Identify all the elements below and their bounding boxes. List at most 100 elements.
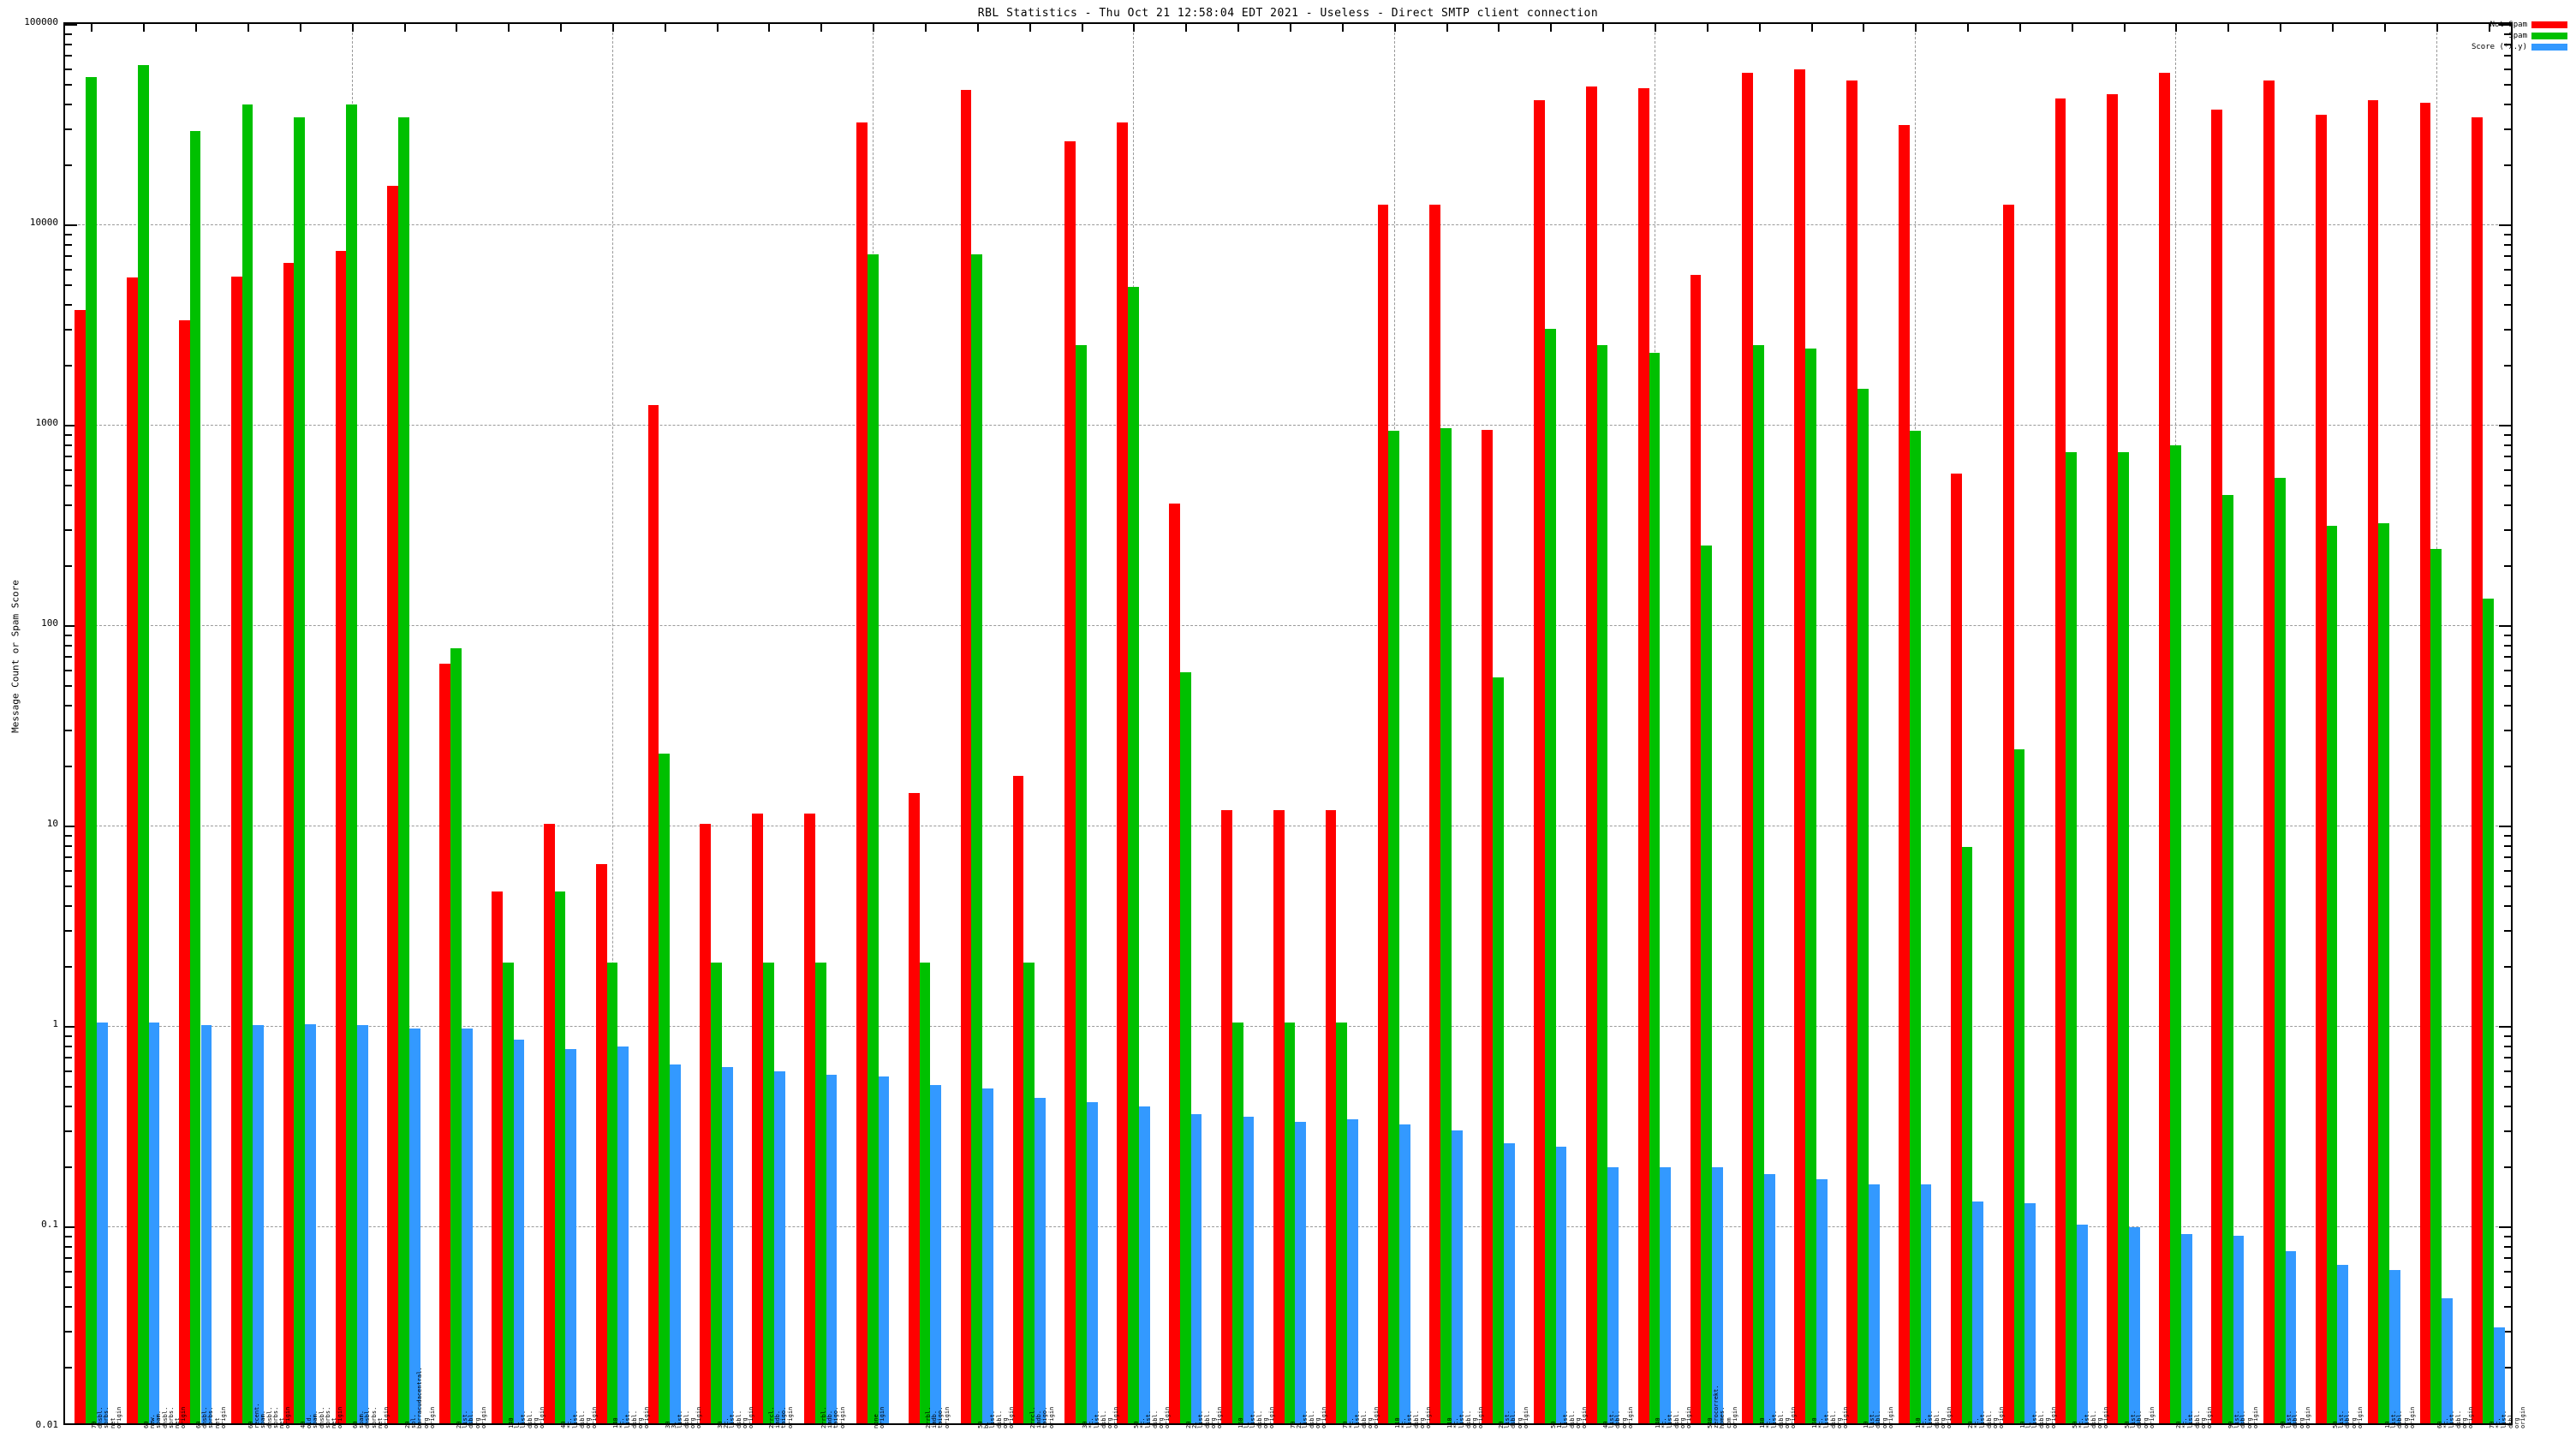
y-tick-minor: [2504, 43, 2511, 45]
y-tick-minor: [65, 1286, 72, 1289]
y-tick-minor: [65, 68, 72, 70]
y-tick-minor: [2504, 886, 2511, 888]
x-tick: [143, 24, 146, 32]
x-tick: [2123, 24, 2126, 32]
legend-swatch: [2531, 44, 2567, 51]
x-tick-label: 140 l. list. dsbl. org origin: [508, 1406, 546, 1428]
x-tick: [1498, 24, 1500, 32]
y-tick-minor: [2504, 1057, 2511, 1059]
y-tick-minor: [2504, 1235, 2511, 1237]
y-tick-minor: [65, 965, 72, 968]
y-tick-minor: [2504, 1366, 2511, 1368]
x-tick-label: 30 *c. list. dsbl. org origin: [1081, 1406, 1119, 1428]
x-tick: [976, 24, 979, 32]
y-tick-minor: [65, 128, 72, 131]
y-tick-minor: [2504, 364, 2511, 367]
y-tick-minor: [2504, 1306, 2511, 1309]
y-tick-minor: [2504, 656, 2511, 659]
x-tick-label: 70 *c. list. dsbl. org origin: [1341, 1406, 1380, 1428]
x-tick: [91, 24, 93, 32]
x-tick-label: 40 list. dsbl. org origin: [1602, 1406, 1634, 1428]
y-tick-minor: [65, 468, 72, 471]
y-tick-minor: [2504, 1045, 2511, 1047]
x-tick: [1029, 24, 1031, 32]
y-tick-minor: [65, 1166, 72, 1168]
y-tick-minor: [65, 705, 72, 707]
legend-item[interactable]: Score (*x.y): [2472, 43, 2567, 51]
y-tick-major: [65, 625, 77, 627]
y-tick-minor: [2504, 1166, 2511, 1168]
y-tick-major: [65, 425, 77, 426]
x-tick-label: 160 l. list. dsbl. org origin: [1237, 1406, 1276, 1428]
x-tick-label: 110 *c. list. dsbl. org origin: [1446, 1406, 1484, 1428]
x-tick-label: 20 *c. list. dsbl. org origin: [2175, 1406, 2214, 1428]
y-tick-minor: [2504, 1035, 2511, 1037]
x-tick: [716, 24, 719, 32]
y-tick-minor: [65, 834, 72, 837]
x-tick-label: none origin: [873, 1406, 886, 1428]
y-tick-minor: [65, 43, 72, 45]
y-tick-minor: [2504, 68, 2511, 70]
x-tick-label: 50 b. list. dsbl. org origin: [976, 1406, 1015, 1428]
y-tick-minor: [2504, 233, 2511, 236]
y-tick-minor: [65, 685, 72, 688]
y-tick-minor: [2504, 1086, 2511, 1088]
y-tick-label: 10: [46, 818, 58, 829]
legend-swatch: [2531, 21, 2567, 28]
x-tick-label: 60 dnsbl. sorbs. net origin: [195, 1406, 227, 1428]
x-tick: [1915, 24, 1917, 32]
plot-area: [63, 22, 2513, 1425]
x-tick: [768, 24, 771, 32]
y-tick-major: [2499, 1026, 2511, 1028]
y-tick-label: 100000: [24, 16, 58, 27]
legend-item[interactable]: Not Spam: [2490, 21, 2567, 29]
x-tick: [2332, 24, 2334, 32]
x-tick-label: 20 *c. list. dsbl. org origin: [1967, 1406, 2006, 1428]
legend-swatch: [2531, 33, 2567, 39]
y-tick-minor: [2504, 33, 2511, 35]
y-tick-label: 100: [41, 617, 58, 629]
legend-label: Not Spam: [2490, 21, 2527, 29]
y-tick-minor: [65, 233, 72, 236]
y-tick-minor: [2504, 164, 2511, 166]
y-tick-minor: [2504, 1070, 2511, 1072]
x-tick-label: 140 *c. list. dsbl. org origin: [611, 1406, 650, 1428]
x-tick-label: 20 2. list. dsbl. org origin: [1185, 1406, 1224, 1428]
y-tick-minor: [2504, 1286, 2511, 1289]
y-tick-minor: [65, 669, 72, 671]
y-tick-label: 1: [52, 1018, 58, 1029]
x-tick: [2071, 24, 2073, 32]
y-tick-minor: [2504, 1106, 2511, 1108]
x-tick-label: 20 list. dsbl. org origin: [1498, 1406, 1530, 1428]
x-tick: [2436, 24, 2438, 32]
y-tick-minor: [2504, 444, 2511, 446]
y-tick-minor: [65, 255, 72, 258]
x-tick-label: 30 2c. list. dsbl. org origin: [716, 1406, 754, 1428]
x-tick-label: 60 spam. dnsbl. sorbs. net origin: [351, 1406, 390, 1428]
y-tick-minor: [2504, 1257, 2511, 1260]
x-tick: [1706, 24, 1708, 32]
x-tick-label: 20 list. dsbl. org origin: [456, 1406, 488, 1428]
y-tick-major: [2499, 224, 2511, 226]
x-tick-label: 2rrcl. imdb. taigo. origin: [768, 1406, 795, 1428]
x-tick: [299, 24, 301, 32]
x-tick-label: 30 3. list. dsbl. org origin: [664, 1406, 702, 1428]
x-tick: [508, 24, 510, 32]
x-tick-label: 20 sbl. barracudacentral. org origin: [403, 1367, 436, 1428]
x-tick: [1550, 24, 1553, 32]
gridline-horizontal: [65, 625, 2511, 626]
x-tick-label: 60 *c. list. dsbl. org origin: [2436, 1406, 2474, 1428]
x-tick-label: 50 *c. list. dsbl. org origin: [2071, 1406, 2109, 1428]
y-tick-minor: [2504, 304, 2511, 307]
y-tick-minor: [65, 644, 72, 647]
y-tick-minor: [2504, 268, 2511, 271]
x-tick-label: 50 1. list. dsbl. org origin: [1550, 1406, 1589, 1428]
legend-item[interactable]: Spam: [2508, 32, 2567, 40]
x-tick-label: 60 new. spam. dnsbl. sorbs. net origin: [143, 1406, 188, 1428]
x-tick-label: 60 recent. spam. dnsbl. sorbs. net origi…: [247, 1403, 292, 1428]
y-axis-title: Message Count or Spam Score: [9, 580, 21, 733]
x-tick: [873, 24, 875, 32]
y-tick-minor: [65, 1245, 72, 1248]
x-tick-label: 2rrbl. imdb. taigo. origin: [925, 1406, 951, 1428]
